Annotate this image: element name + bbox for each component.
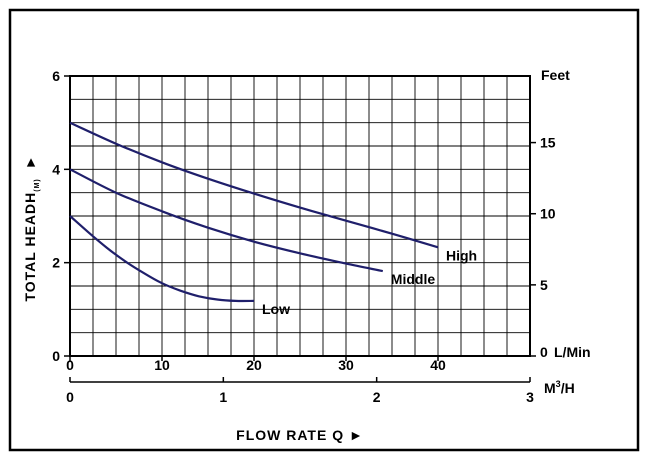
y-axis-title-sub: (M) <box>34 178 41 192</box>
right-axis-tick-label: 10 <box>540 206 556 222</box>
x-lmin-tick-label: 20 <box>246 357 262 373</box>
x-m3h-tick-label: 3 <box>526 389 534 405</box>
series-label-high: High <box>446 247 477 263</box>
x-m3h-unit-sup: 3 <box>556 379 561 389</box>
series-line-middle <box>69 168 384 273</box>
x-m3h-unit: M3/H <box>544 379 575 396</box>
left-axis-tick-label: 2 <box>52 255 60 271</box>
x-lmin-tick-label: 0 <box>66 357 74 373</box>
series-label-low: Low <box>262 301 290 317</box>
x-lmin-tick-label: 10 <box>154 357 170 373</box>
ticks-layer <box>64 75 536 383</box>
x-m3h-unit-main: M <box>544 380 556 396</box>
series-label-middle: Middle <box>391 271 436 287</box>
x-axis-title: FLOW RATE Q ► <box>236 427 364 443</box>
series-line-high <box>69 121 439 249</box>
outer-frame <box>8 8 640 452</box>
x-m3h-tick-label: 1 <box>219 389 227 405</box>
x-m3h-tick-label: 0 <box>66 389 74 405</box>
right-axis-tick-label: 15 <box>540 135 556 151</box>
y-axis-title-text: TOTAL HEADH <box>22 192 38 302</box>
y-axis-arrow: ► <box>22 154 38 169</box>
left-axis-tick-label: 0 <box>52 348 60 364</box>
right-axis-tick-label: 5 <box>540 277 548 293</box>
x-lmin-tick-label: 40 <box>430 357 446 373</box>
x-m3h-tick-label: 2 <box>373 389 381 405</box>
right-axis-unit: Feet <box>541 67 570 83</box>
series-line-low <box>69 215 255 303</box>
y-axis-title: TOTAL HEADH(M) ► <box>22 154 42 301</box>
x-axis-arrow: ► <box>349 427 364 443</box>
right-axis-tick-label: 0 <box>540 344 548 360</box>
x-m3h-unit-tail: /H <box>561 380 575 396</box>
series-layer: High Middle Low <box>69 121 477 317</box>
x-lmin-tick-label: 30 <box>338 357 354 373</box>
left-axis-tick-label: 4 <box>52 161 60 177</box>
x-lmin-unit: L/Min <box>554 344 591 360</box>
grid-layer <box>70 76 530 356</box>
x-axis-title-text: FLOW RATE Q <box>236 427 344 443</box>
left-axis-tick-label: 6 <box>52 68 60 84</box>
